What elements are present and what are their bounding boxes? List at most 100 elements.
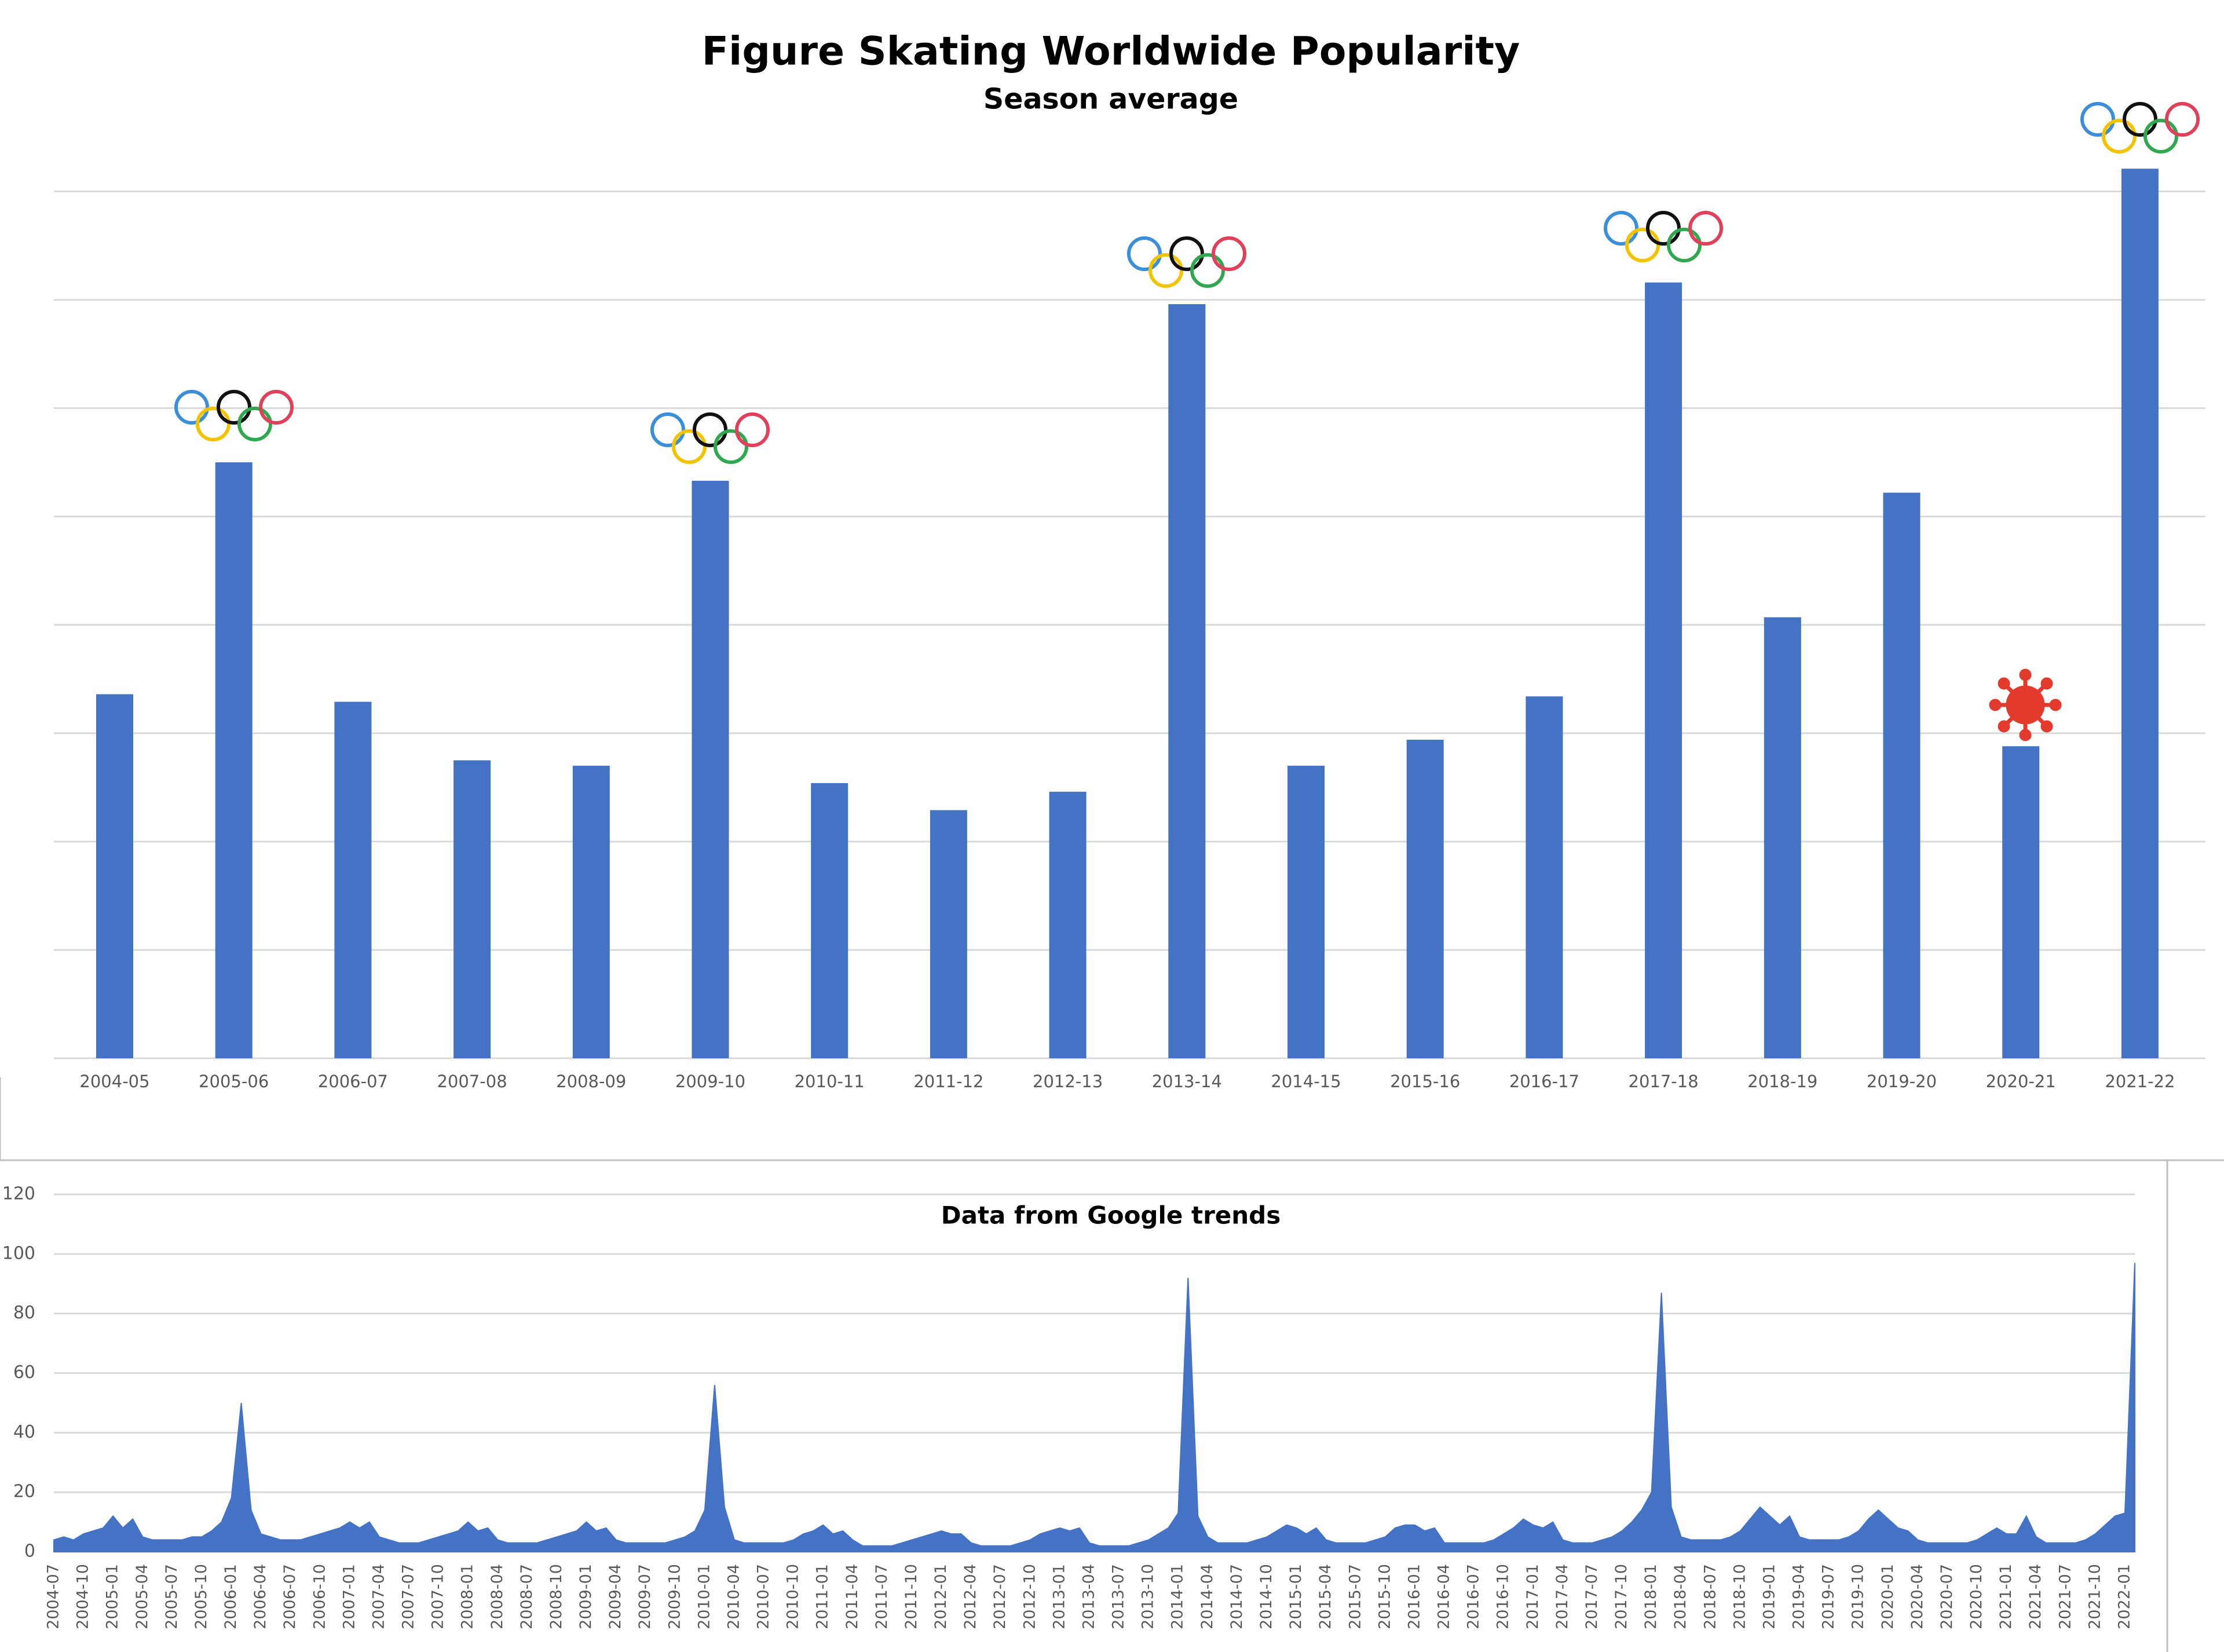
x-tick-label: 2006-01	[222, 1564, 240, 1629]
x-tick-label: 2005-07	[163, 1564, 181, 1629]
x-tick-label: 2010-01	[695, 1564, 713, 1629]
x-tick-label: 2020-07	[1938, 1564, 1956, 1629]
x-tick-label: 2011-04	[843, 1564, 861, 1629]
x-tick-label: 2008-04	[488, 1564, 506, 1629]
x-tick-label: 2015-04	[1316, 1564, 1334, 1629]
x-tick-label: 2006-10	[310, 1564, 328, 1629]
x-tick-label: 2007-10	[429, 1564, 447, 1629]
x-tick-label: 2020-01	[1879, 1564, 1897, 1629]
x-tick-label: 2004-05	[79, 1072, 149, 1091]
x-tick-label: 2010-11	[795, 1072, 865, 1091]
x-tick-label: 2019-07	[1820, 1564, 1838, 1629]
x-tick-label: 2014-15	[1271, 1072, 1341, 1091]
x-tick-label: 2009-10	[675, 1072, 745, 1091]
x-tick-label: 2013-14	[1152, 1072, 1222, 1091]
chart-title: Figure Skating Worldwide Popularity	[702, 29, 1520, 75]
x-tick-label: 2021-22	[2105, 1072, 2175, 1091]
bar	[96, 694, 133, 1058]
x-tick-label: 2006-07	[318, 1072, 388, 1091]
x-tick-label: 2008-01	[459, 1564, 477, 1629]
x-tick-label: 2009-04	[606, 1564, 624, 1629]
x-tick-label: 2017-10	[1612, 1564, 1630, 1629]
x-tick-label: 2014-01	[1169, 1564, 1187, 1629]
bar	[692, 480, 729, 1058]
y-tick-label: 80	[13, 1303, 35, 1323]
bar	[811, 783, 848, 1058]
x-tick-label: 2005-04	[133, 1564, 151, 1629]
y-tick-label: 120	[2, 1184, 35, 1204]
x-tick-label: 2014-07	[1228, 1564, 1246, 1629]
area-chart: 0 20 40 60 80 100 120 2004-07 2004-10 2005-01 2005…	[2, 1184, 2135, 1629]
x-tick-label: 2012-04	[961, 1564, 979, 1629]
x-tick-label: 2020-21	[1986, 1072, 2056, 1091]
x-tick-label: 2014-10	[1257, 1564, 1275, 1629]
x-tick-label: 2021-01	[1997, 1564, 2015, 1629]
x-tick-label: 2007-08	[437, 1072, 507, 1091]
x-tick-label: 2007-07	[400, 1564, 418, 1629]
bar	[2002, 746, 2040, 1058]
x-tick-label: 2019-01	[1760, 1564, 1778, 1629]
x-tick-label: 2019-20	[1867, 1072, 1937, 1091]
x-tick-label: 2015-16	[1390, 1072, 1460, 1091]
x-tick-label: 2017-18	[1629, 1072, 1699, 1091]
x-tick-label: 2005-06	[199, 1072, 269, 1091]
x-tick-label: 2010-07	[755, 1564, 773, 1629]
x-tick-label: 2016-07	[1465, 1564, 1483, 1629]
x-tick-label: 2013-07	[1110, 1564, 1128, 1629]
x-tick-label: 2018-07	[1701, 1564, 1719, 1629]
x-tick-label: 2012-01	[932, 1564, 950, 1629]
bar-chart: 2004-05 2005-06 2006-07 2007-08 2008-09 2009-…	[54, 169, 2205, 1091]
x-tick-label: 2010-04	[725, 1564, 742, 1629]
x-tick-label: 2017-07	[1583, 1564, 1601, 1629]
x-tick-label: 2009-07	[636, 1564, 654, 1629]
bar	[2121, 169, 2159, 1058]
x-tick-label: 2015-01	[1287, 1564, 1305, 1629]
x-tick-label: 2021-04	[2027, 1564, 2044, 1629]
x-tick-label: 2018-04	[1671, 1564, 1689, 1629]
y-tick-label: 20	[13, 1482, 35, 1502]
x-tick-label: 2012-10	[1020, 1564, 1038, 1629]
x-tick-label: 2016-01	[1405, 1564, 1423, 1629]
bar	[1883, 492, 1921, 1058]
x-tick-label: 2021-07	[2056, 1564, 2074, 1629]
x-tick-label: 2011-07	[873, 1564, 891, 1629]
x-tick-label: 2020-10	[1967, 1564, 1985, 1629]
bar	[1764, 617, 1801, 1058]
bar	[1645, 282, 1682, 1058]
x-tick-label: 2008-10	[547, 1564, 565, 1629]
x-tick-label: 2019-10	[1849, 1564, 1867, 1629]
x-tick-label: 2006-07	[281, 1564, 299, 1629]
x-tick-label: 2021-10	[2086, 1564, 2104, 1629]
x-tick-label: 2012-07	[991, 1564, 1009, 1629]
x-tick-label: 2016-10	[1494, 1564, 1512, 1629]
x-tick-label: 2014-04	[1198, 1564, 1216, 1629]
bar	[1526, 696, 1563, 1058]
x-tick-label: 2013-10	[1139, 1564, 1157, 1629]
bar	[1049, 791, 1087, 1058]
x-tick-label: 2018-10	[1731, 1564, 1749, 1629]
x-tick-label: 2011-12	[913, 1072, 983, 1091]
chart-subtitle: Season average	[983, 83, 1238, 116]
x-tick-label: 2011-10	[902, 1564, 920, 1629]
y-tick-label: 100	[2, 1243, 35, 1263]
x-tick-label: 2018-19	[1747, 1072, 1817, 1091]
area	[53, 1263, 2135, 1552]
bar	[453, 760, 491, 1058]
x-tick-label: 2005-10	[192, 1564, 210, 1629]
x-tick-label: 2005-01	[104, 1564, 122, 1629]
bar	[1287, 765, 1325, 1058]
x-tick-label: 2013-04	[1080, 1564, 1098, 1629]
x-tick-label: 2016-17	[1509, 1072, 1579, 1091]
x-tick-label: 2015-10	[1376, 1564, 1393, 1629]
x-tick-label: 2022-01	[2115, 1564, 2133, 1629]
y-tick-label: 60	[13, 1362, 35, 1383]
x-tick-label: 2009-10	[665, 1564, 683, 1629]
x-tick-label: 2009-01	[577, 1564, 595, 1629]
bar	[930, 810, 967, 1058]
x-tick-label: 2010-10	[784, 1564, 802, 1629]
x-tick-label: 2015-07	[1346, 1564, 1364, 1629]
x-tick-label: 2007-01	[340, 1564, 358, 1629]
bar	[572, 765, 610, 1058]
x-tick-label: 2020-04	[1908, 1564, 1926, 1629]
